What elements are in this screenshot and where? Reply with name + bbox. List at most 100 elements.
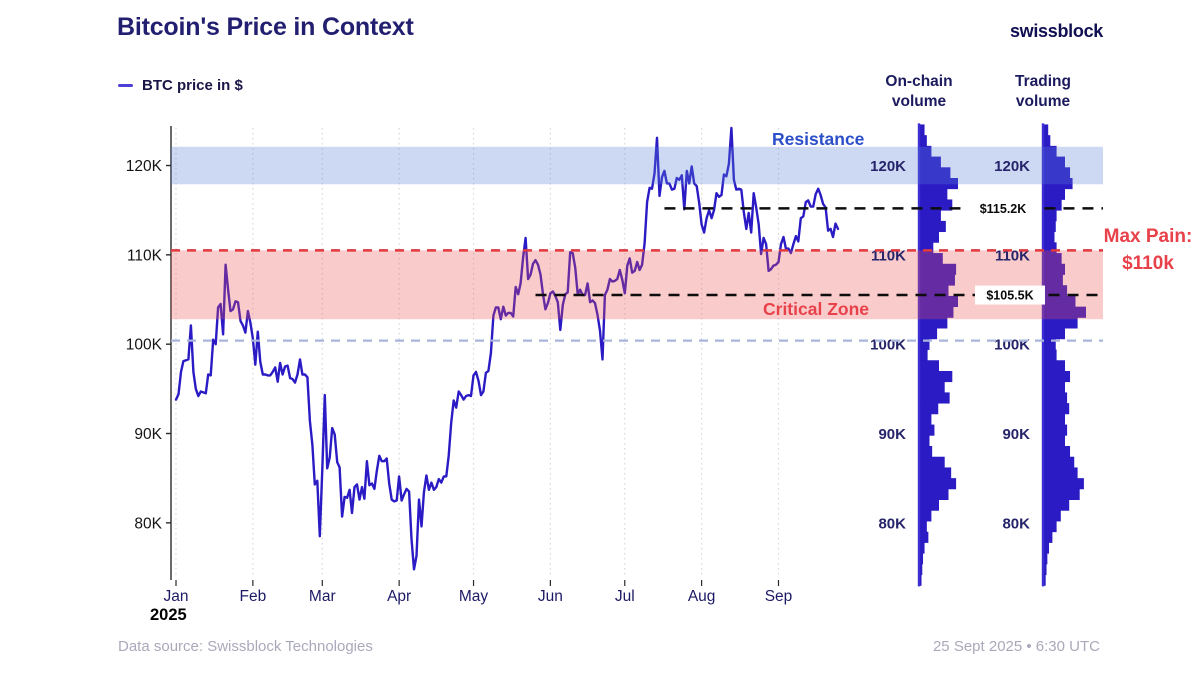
volume-bar (1044, 263, 1065, 275)
y-tick-label-100K: 100K (126, 337, 163, 354)
volume-bar (1044, 124, 1049, 136)
panel-price-label-90K: 90K (1002, 426, 1030, 443)
onchain-price-labels: 120K 110K 100K 90K 80K (870, 158, 906, 532)
volume-bar (1044, 478, 1084, 490)
trading-volume-header: Trading volume (1015, 73, 1071, 111)
volume-bar (920, 360, 939, 372)
volume-bar (920, 306, 954, 318)
volume-bar (920, 156, 941, 168)
volume-bar (920, 210, 941, 222)
level-label-text: $115.2K (980, 202, 1027, 216)
panel-price-label-100K: 100K (870, 337, 906, 354)
volume-bar (1044, 338, 1056, 350)
level-label-text: $105.5K (986, 289, 1033, 303)
volume-bar (1044, 370, 1071, 383)
volume-bar (1044, 456, 1075, 468)
volume-bar (920, 317, 948, 329)
onchain-volume-profile (917, 123, 958, 587)
onchain-volume-header: On-chain volume (885, 73, 953, 111)
year-label: 2025 (150, 606, 187, 624)
volume-bar (1044, 210, 1057, 222)
volume-bar (1044, 381, 1065, 393)
volume-bar (1044, 403, 1070, 415)
volume-bar (1044, 424, 1068, 436)
volume-bar (1044, 317, 1078, 329)
volume-bar (1044, 231, 1055, 243)
max-pain-value: $110k (1122, 252, 1174, 274)
month-label-aug: Aug (688, 588, 716, 605)
volume-bar (920, 488, 949, 501)
volume-bar (920, 231, 939, 243)
panel-price-label-90K: 90K (878, 426, 906, 443)
timestamp-note: 25 Sept 2025 • 6:30 UTC (932, 638, 1100, 655)
panel-price-label-80K: 80K (1002, 515, 1030, 532)
month-label-apr: Apr (387, 588, 411, 605)
volume-bar (1044, 467, 1078, 479)
volume-bar (1044, 178, 1073, 190)
month-label-feb: Feb (240, 588, 267, 605)
axes: 120K 110K 100K 90K 80K (126, 126, 780, 586)
volume-bar (920, 274, 955, 286)
month-label-sep: Sep (765, 588, 793, 605)
volume-bar (920, 521, 927, 533)
brand-logo: swissblock (1009, 21, 1103, 41)
volume-bar (920, 542, 925, 554)
volume-bar (1044, 156, 1065, 168)
volume-bar (1044, 328, 1065, 340)
volume-bar (1044, 145, 1057, 157)
level-label-chip (975, 285, 1045, 305)
volume-bar (920, 467, 952, 479)
level-label-chip (968, 198, 1038, 218)
volume-bar (1044, 574, 1046, 586)
volume-bar (920, 338, 930, 350)
month-label-may: May (459, 588, 489, 605)
month-gridlines (175, 128, 780, 578)
volume-bar (920, 499, 939, 511)
volume-bar (920, 553, 924, 565)
volume-bar (920, 263, 957, 275)
y-tick-label-110K: 110K (127, 247, 163, 264)
legend-line-swatch-icon (118, 83, 133, 88)
max-pain-annotation: Max Pain: $110k (1097, 224, 1199, 278)
volume-bar (1044, 531, 1053, 543)
volume-bar (920, 295, 958, 308)
volume-bar (920, 199, 953, 211)
y-tick-label-80K: 80K (134, 515, 162, 532)
month-label-mar: Mar (309, 588, 336, 605)
volume-bar (1044, 392, 1068, 404)
panel-price-label-110K: 110K (871, 247, 906, 264)
volume-bar (920, 188, 948, 200)
volume-bar (1044, 521, 1057, 533)
volume-bar (1044, 510, 1061, 522)
volume-bar (920, 135, 927, 147)
volume-bar (920, 178, 958, 190)
volume-bar (920, 424, 935, 436)
max-pain-label: Max Pain: (1103, 226, 1193, 247)
volume-bar (920, 124, 925, 136)
volume-bar (1044, 349, 1057, 361)
page-title: Bitcoin's Price in Context (117, 13, 414, 41)
volume-bar (1044, 220, 1056, 233)
panel-price-label-110K: 110K (995, 247, 1030, 264)
volume-bar (920, 253, 943, 265)
volume-bar (1044, 360, 1065, 372)
volume-bar (920, 392, 950, 404)
month-label-jan: Jan (164, 588, 189, 605)
volume-bar (920, 456, 945, 468)
volume-bar (920, 510, 932, 522)
volume-bar (920, 145, 932, 157)
volume-bar (920, 381, 945, 393)
volume-bar (1044, 499, 1070, 511)
volume-bar (1044, 285, 1068, 297)
panel-price-label-120K: 120K (870, 158, 906, 175)
legend: BTC price in $ (118, 77, 243, 94)
volume-bar (1044, 295, 1076, 308)
volume-bar (1044, 413, 1065, 425)
volume-bar (1044, 188, 1065, 200)
volume-bar (1044, 306, 1086, 318)
volume-bar (920, 370, 953, 383)
volume-bar (920, 531, 929, 543)
volume-bar (920, 446, 933, 458)
